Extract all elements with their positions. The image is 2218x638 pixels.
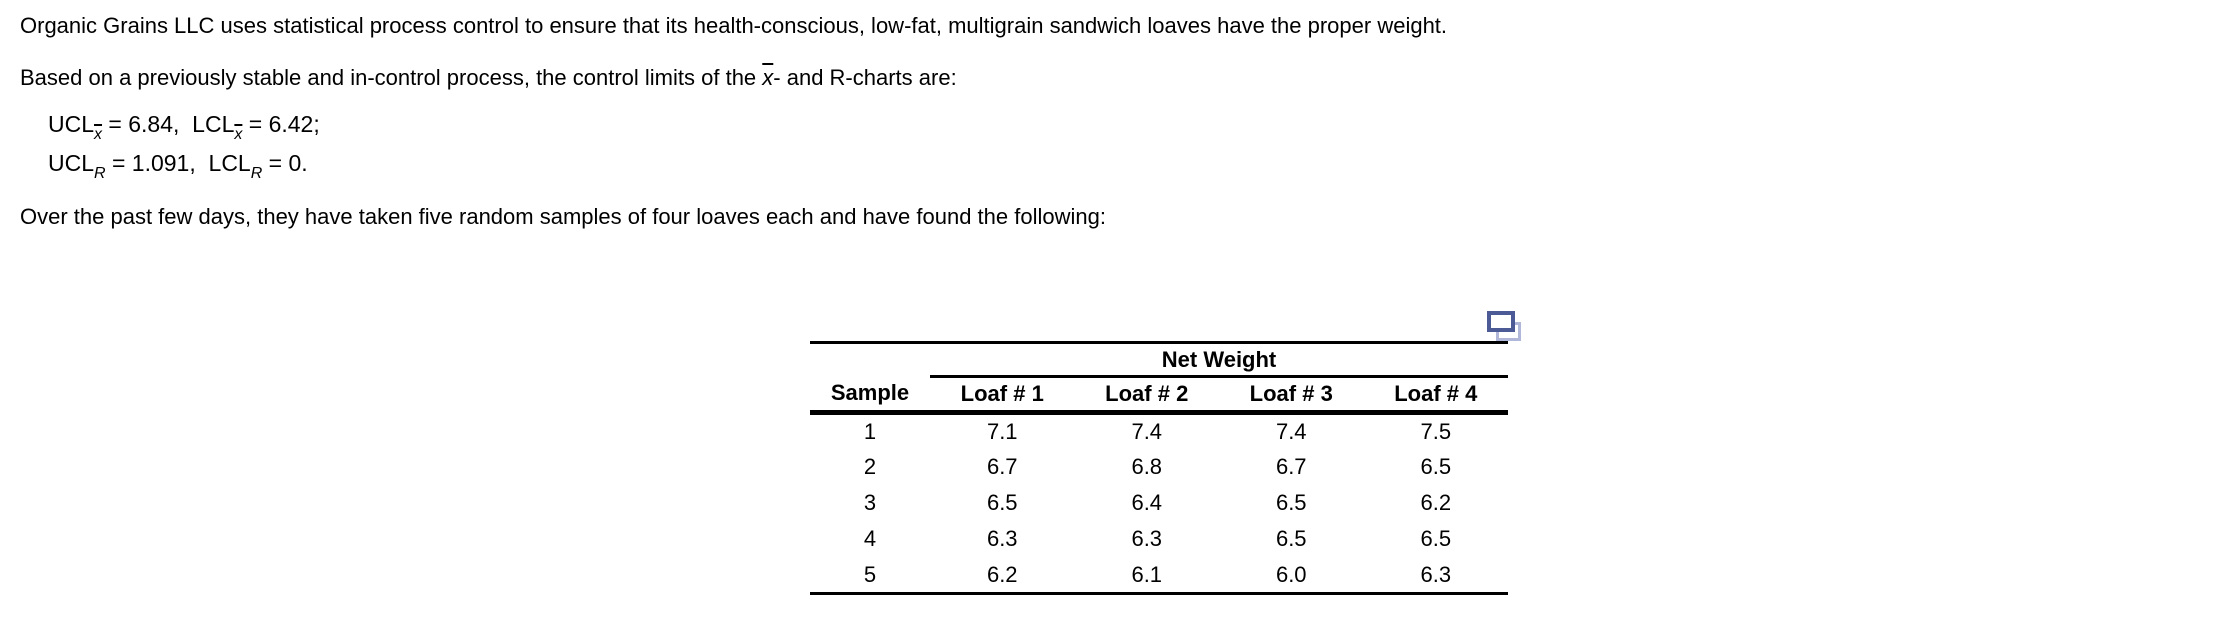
ucl-xbar-value: = 6.84, (102, 111, 193, 137)
popout-icon-svg (1487, 311, 1521, 341)
table-header-row: Sample Loaf # 1 Loaf # 2 Loaf # 3 Loaf #… (810, 376, 1509, 415)
column-header-loaf-3: Loaf # 3 (1219, 376, 1364, 415)
x-bar-symbol: x (762, 65, 774, 90)
column-header-loaf-4: Loaf # 4 (1363, 376, 1509, 415)
table-cell: 6.7 (1275, 453, 1307, 479)
ucl-r-label: UCL (48, 150, 95, 176)
table-cell: 6.7 (986, 453, 1018, 479)
group-header-spacer-cell (810, 343, 930, 377)
paragraph-2-suffix: - and R-charts are: (773, 65, 957, 90)
table-cell: 6.5 (1275, 526, 1307, 552)
table-cell: 6.8 (1131, 453, 1163, 479)
table-row-sample-5: 5 6.2 6.1 6.0 6.3 (810, 557, 1508, 593)
table-cell: 6.2 (1420, 489, 1452, 515)
table-cell: 6.5 (986, 489, 1018, 515)
net-weight-table-area: Net Weight Sample Loaf # 1 Loaf # 2 Loaf… (810, 310, 1521, 595)
paragraph-2-prefix: Based on a previously stable and in-cont… (20, 65, 763, 90)
lcl-r-subscript: R (250, 165, 263, 182)
ucl-r-subscript: R (94, 165, 106, 182)
net-weight-group-header: Net Weight (930, 342, 1509, 378)
table-cell: 7.4 (1275, 418, 1307, 444)
ucl-xbar-subscript: x (94, 126, 103, 143)
lcl-xbar-value: = 6.42; (242, 111, 320, 137)
table-cell: 6.3 (1131, 526, 1163, 552)
table-cell: 6.5 (1420, 526, 1452, 552)
table-cell: 7.5 (1420, 418, 1452, 444)
table-cell: 6.2 (986, 561, 1018, 587)
table-cell: 6.4 (1131, 489, 1163, 515)
table-cell: 6.3 (986, 526, 1018, 552)
column-header-loaf-1: Loaf # 1 (930, 376, 1075, 415)
lcl-xbar-subscript: x (234, 126, 243, 143)
table-cell: 6.5 (1420, 453, 1452, 479)
xbar-chart-control-limits: UCLx = 6.84, LCLx = 6.42; (48, 109, 320, 150)
ucl-r-value: = 1.091, (105, 150, 209, 176)
table-row-sample-3: 3 6.5 6.4 6.5 6.2 (810, 485, 1508, 521)
popout-icon[interactable] (1486, 310, 1523, 345)
lcl-r-value: = 0. (262, 150, 308, 176)
samples-intro-paragraph: Over the past few days, they have taken … (20, 204, 1106, 229)
lcl-r-label: LCL (208, 150, 251, 176)
table-cell: 6.0 (1275, 561, 1307, 587)
table-row-sample-1: 1 7.1 7.4 7.4 7.5 (810, 413, 1508, 449)
table-cell: 5 (863, 561, 877, 587)
lcl-xbar-label: LCL (192, 111, 235, 137)
table-group-header-row: Net Weight (810, 342, 1509, 378)
r-chart-control-limits: UCLR = 1.091, LCLR = 0. (48, 148, 308, 189)
table-cell: 7.1 (986, 418, 1018, 444)
popout-icon-front-rect (1487, 311, 1515, 332)
table-cell: 6.3 (1420, 561, 1452, 587)
table-row-sample-2: 2 6.7 6.8 6.7 6.5 (810, 449, 1508, 485)
table-cell: 4 (863, 526, 877, 552)
table-cell: 6.1 (1131, 561, 1163, 587)
table-cell: 1 (863, 418, 877, 444)
net-weight-table: Net Weight Sample Loaf # 1 Loaf # 2 Loaf… (810, 341, 1509, 595)
ucl-xbar-label: UCL (48, 111, 95, 137)
table-row-sample-4: 4 6.3 6.3 6.5 6.5 (810, 521, 1508, 557)
table-cell: 3 (863, 489, 877, 515)
column-header-sample: Sample (810, 376, 930, 415)
table-cell: 2 (863, 453, 877, 479)
control-limits-intro-paragraph: Based on a previously stable and in-cont… (20, 64, 957, 92)
column-header-loaf-2: Loaf # 2 (1074, 376, 1219, 415)
problem-intro-paragraph: Organic Grains LLC uses statistical proc… (20, 13, 1448, 38)
table-cell: 7.4 (1131, 418, 1163, 444)
table-cell: 6.5 (1275, 489, 1307, 515)
